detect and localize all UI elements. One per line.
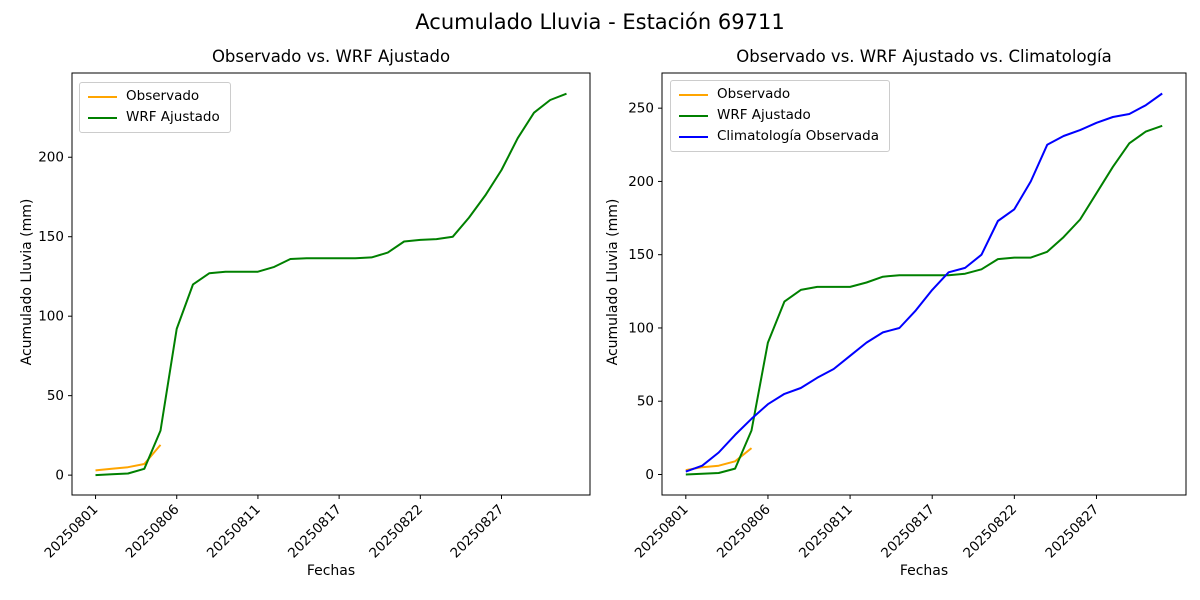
series-line-climatología-observada — [685, 92, 1163, 473]
legend-item-observado: Observado — [679, 86, 879, 103]
x-tick-label: 20250806 — [123, 502, 183, 562]
legend-item-climatologia-observada: Climatología Observada — [679, 128, 879, 145]
x-tick-label: 20250806 — [714, 502, 774, 562]
y-tick-label: 50 — [47, 388, 64, 404]
legend-line-swatch — [679, 135, 708, 138]
right-chart-title: Observado vs. WRF Ajustado vs. Climatolo… — [736, 47, 1112, 66]
x-tick-label: 20250827 — [1042, 502, 1102, 562]
y-tick-label: 150 — [628, 247, 654, 263]
legend-item-wrf-ajustado: WRF Ajustado — [88, 109, 220, 126]
right-chart-xlabel: Fechas — [899, 563, 949, 579]
x-tick-label: 20250822 — [960, 502, 1020, 562]
y-tick-label: 0 — [55, 468, 64, 484]
left-chart-plot-area: 20250801 20250806 20250811 20250817 20250822… — [38, 72, 591, 562]
figure-title: Acumulado Lluvia - Estación 69711 — [415, 10, 785, 34]
legend-line-swatch — [88, 95, 117, 98]
left-chart-xlabel: Fechas — [306, 563, 356, 579]
x-tick-label: 20250817 — [285, 502, 345, 562]
x-tick-label: 20250801 — [41, 502, 101, 562]
axes-spines — [661, 72, 1187, 496]
x-tick-label: 20250801 — [632, 502, 692, 562]
left-chart-title: Observado vs. WRF Ajustado — [211, 47, 451, 66]
y-tick-label: 200 — [628, 174, 654, 190]
y-tick-label: 250 — [628, 101, 654, 117]
x-tick-label: 20250817 — [878, 502, 938, 562]
right-legend: Observado WRF Ajustado Climatología Obse… — [670, 80, 890, 152]
y-tick-label: 50 — [637, 394, 654, 410]
y-tick-label: 100 — [38, 309, 64, 325]
series-line-wrf-ajustado — [95, 92, 567, 477]
legend-line-swatch — [88, 116, 117, 119]
legend-label: Observado — [126, 88, 200, 104]
series-line-wrf-ajustado — [685, 124, 1163, 476]
x-tick-label: 20250811 — [204, 502, 264, 562]
x-tick-label: 20250811 — [796, 502, 856, 562]
legend-label: Observado — [717, 86, 791, 102]
legend-item-observado: Observado — [88, 88, 220, 105]
y-tick-label: 150 — [38, 229, 64, 245]
legend-line-swatch — [679, 114, 708, 117]
series-line-observado — [95, 444, 162, 472]
y-tick-label: 200 — [38, 150, 64, 166]
left-chart-ylabel: Acumulado Lluvia (mm) — [19, 198, 35, 366]
legend-line-swatch — [679, 93, 708, 96]
right-chart-ylabel: Acumulado Lluvia (mm) — [605, 198, 621, 366]
y-tick-label: 100 — [628, 320, 654, 336]
y-tick-label: 0 — [645, 467, 654, 483]
legend-label: WRF Ajustado — [126, 109, 220, 125]
left-legend: Observado WRF Ajustado — [79, 82, 231, 133]
x-tick-label: 20250822 — [366, 502, 426, 562]
legend-item-wrf-ajustado: WRF Ajustado — [679, 107, 879, 124]
x-tick-label: 20250827 — [447, 502, 507, 562]
legend-label: Climatología Observada — [717, 128, 879, 144]
legend-label: WRF Ajustado — [717, 107, 811, 123]
axes-spines — [71, 72, 591, 496]
